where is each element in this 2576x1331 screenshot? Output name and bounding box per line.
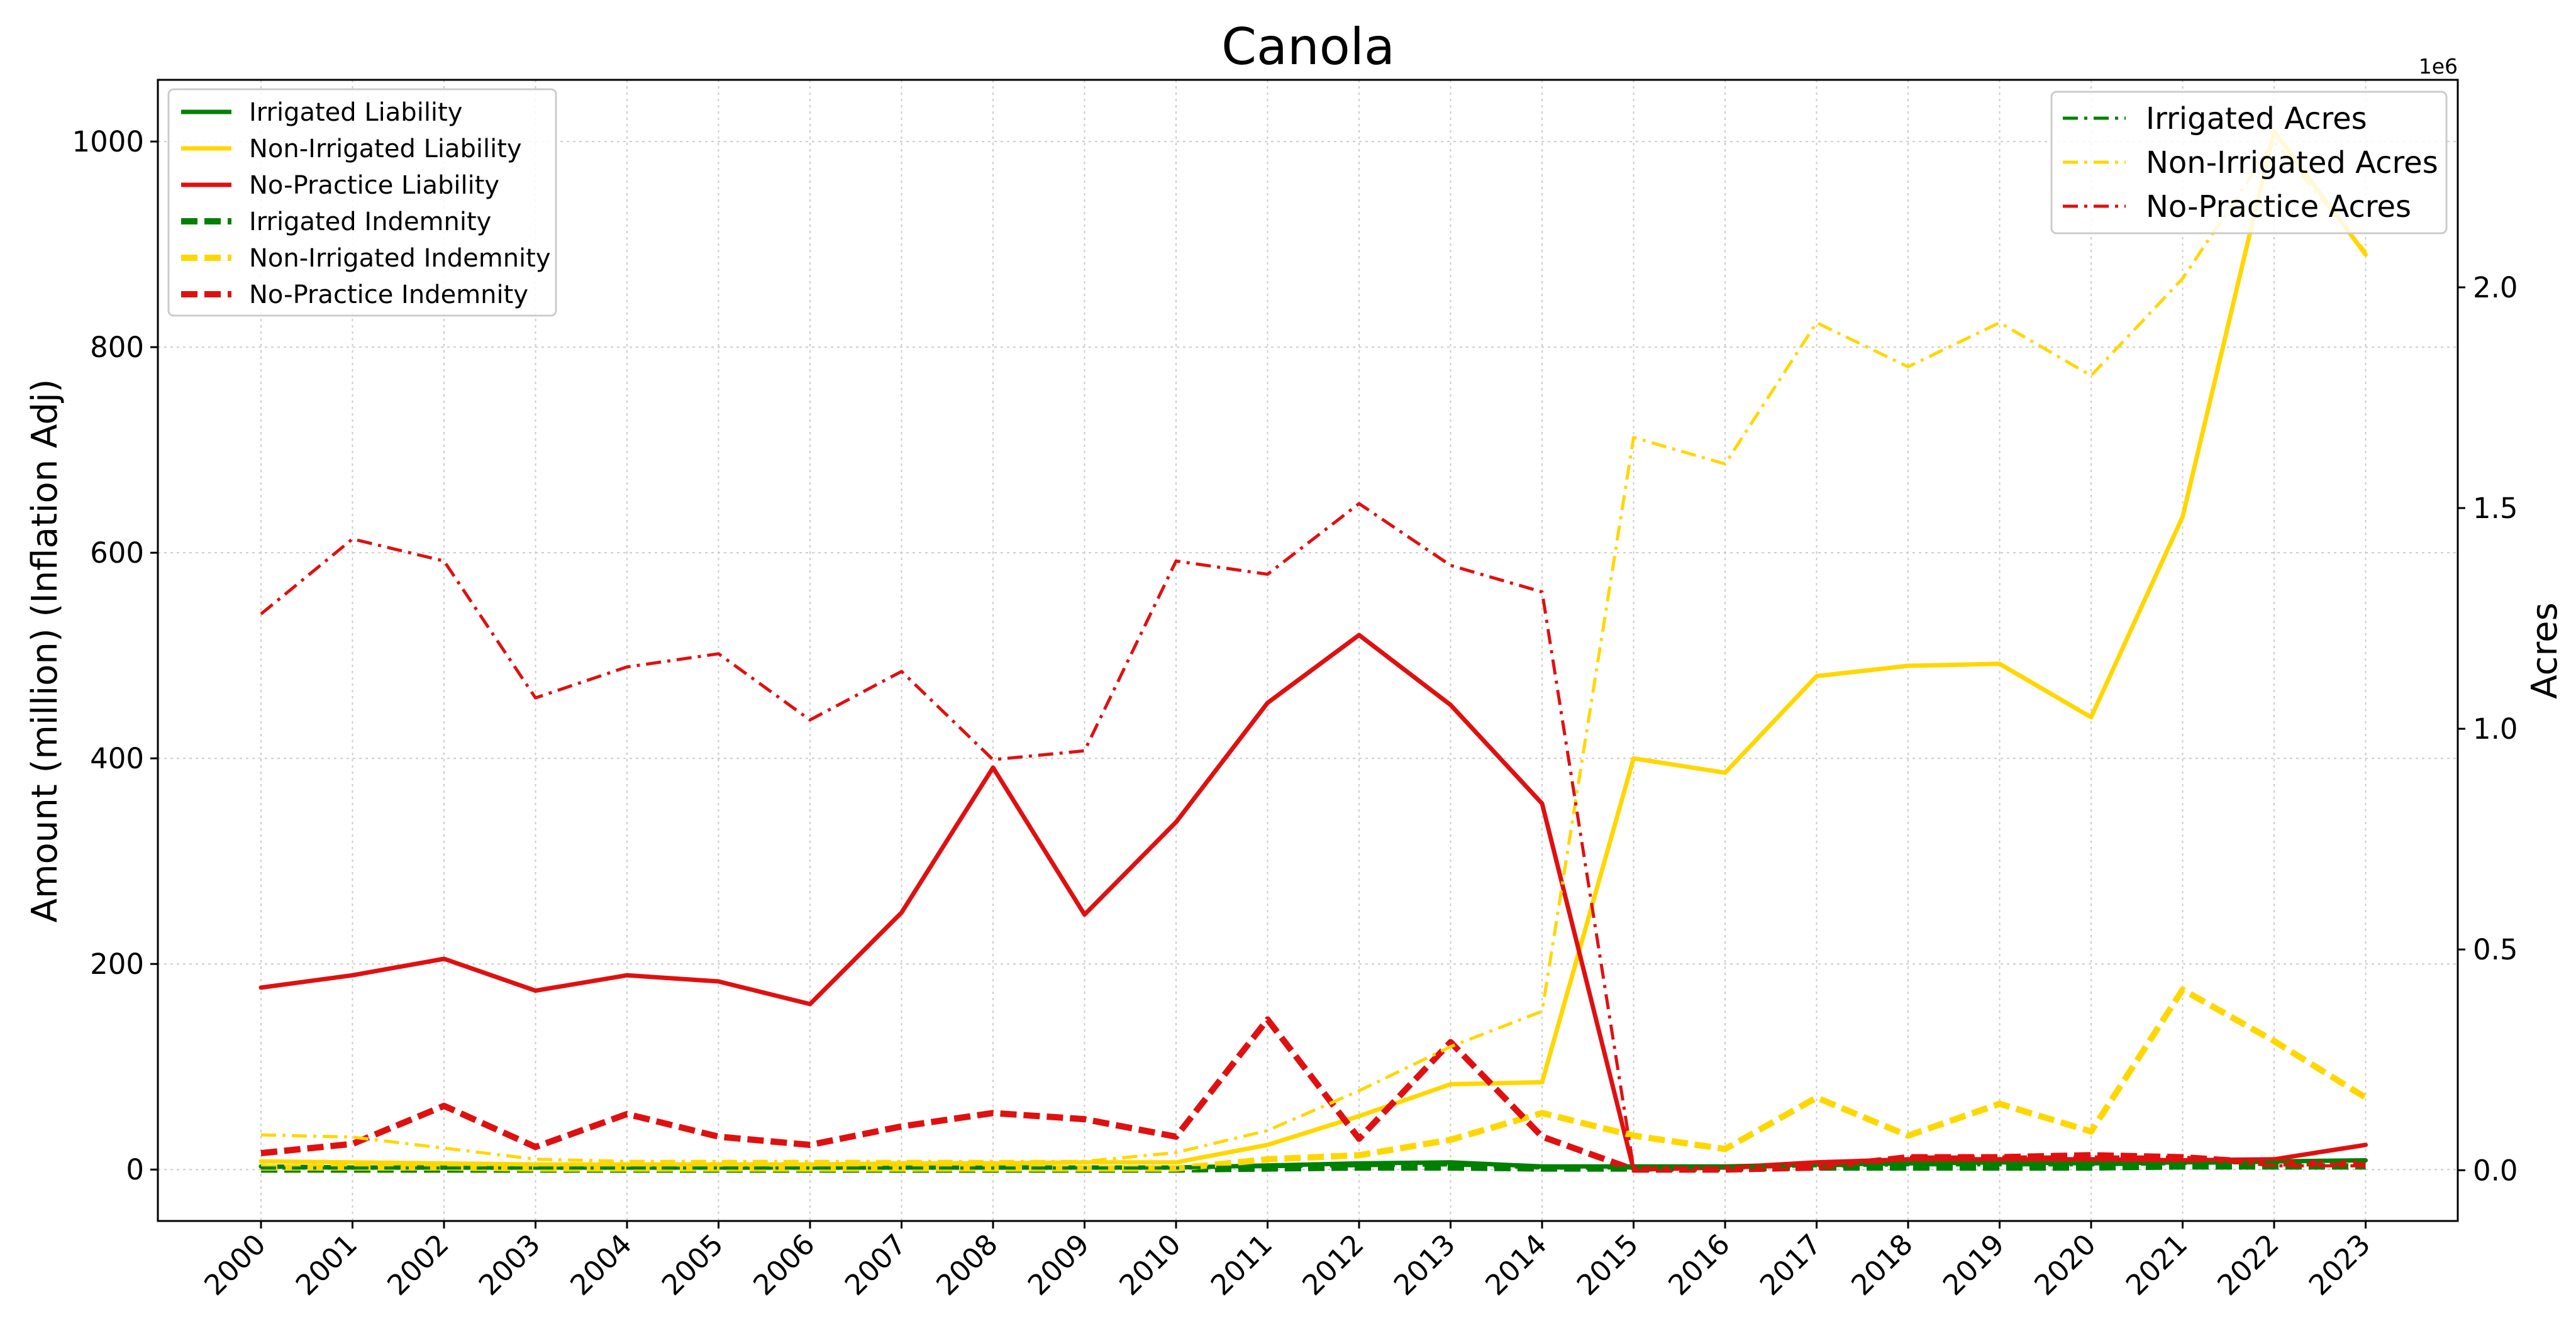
x-tick-label: 2013 [1387,1227,1462,1301]
y-axis-right-label: Acres [2524,602,2565,699]
series-line-irrigated-acres [261,1159,2366,1170]
x-tick-label: 2021 [2119,1227,2194,1301]
y-right-tick-label: 1.0 [2473,712,2518,746]
y-left-tick-label: 200 [90,947,144,981]
x-tick-label: 2011 [1204,1227,1279,1301]
x-tick-label: 2015 [1570,1227,1645,1301]
y-left-tick-label: 0 [126,1153,144,1186]
x-tick-label: 2000 [197,1227,272,1301]
y-right-tick-label: 1.5 [2473,492,2518,525]
y-axis-right-multiplier: 1e6 [2419,54,2458,79]
x-tick-label: 2019 [1936,1227,2011,1301]
legend-left-box [167,88,557,317]
x-tick-label: 2006 [747,1227,821,1301]
x-tick-label: 2007 [838,1227,913,1301]
x-tick-label: 2020 [2028,1227,2102,1301]
x-tick-label: 2023 [2302,1227,2377,1301]
x-tick-label: 2022 [2211,1227,2285,1301]
legend-right: Irrigated Acres Non-Irrigated Acres No-Pra… [2050,91,2448,235]
legend-label: Irrigated Indemnity [249,207,491,236]
series-layer [258,129,2368,1173]
x-tick-label: 2004 [564,1227,638,1301]
y-right-tick-label: 2.0 [2473,271,2518,304]
legend-label: Non-Irrigated Indemnity [249,244,551,273]
legend-label: Non-Irrigated Acres [2146,145,2438,180]
legend-right-box [2050,91,2448,235]
chart-title: Canola [1221,18,1395,76]
y-left-tick-label: 600 [90,536,144,570]
x-tick-label: 2018 [1845,1227,1919,1301]
legend-label: Irrigated Liability [249,98,462,127]
x-tick-label: 2014 [1479,1227,1553,1301]
y-right-tick-label: 0.5 [2473,933,2518,966]
series-line-no-practice-acres [260,502,2366,1170]
y-left-tick-label: 400 [90,742,144,775]
legend-left: Irrigated Liability Non-Irrigated Liabili… [167,88,557,317]
x-tick-label: 2001 [289,1227,364,1301]
series-line-non-irrigated-acres [260,140,2367,1163]
y-right-tick-label: 0.0 [2473,1154,2518,1187]
x-tick-label: 2005 [655,1227,730,1301]
legend-label: No-Practice Liability [249,171,499,200]
y-axis-left-label: Amount (million) (Inflation Adj) [25,379,65,923]
x-tick-label: 2016 [1662,1227,1736,1301]
series-line-no-practice-indemnity [260,1016,2366,1173]
x-tick-label: 2009 [1021,1227,1096,1301]
x-tick-label: 2008 [930,1227,1004,1301]
x-tick-label: 2012 [1296,1227,1370,1301]
legend-label: No-Practice Indemnity [249,280,528,309]
series-line-no-practice-liability [258,632,2368,1172]
legend-label: Irrigated Acres [2146,101,2367,136]
y-left-tick-label: 800 [90,331,144,364]
legend-label: No-Practice Acres [2146,189,2411,224]
x-tick-label: 2017 [1753,1227,1828,1301]
x-tick-label: 2002 [380,1227,455,1301]
plot-frame [157,79,2459,1222]
legend-label: Non-Irrigated Liability [249,135,522,163]
x-tick-label: 2010 [1113,1227,1187,1301]
series-line-non-irrigated-liability [258,129,2368,1167]
grid-layer [158,80,2458,1221]
y-left-tick-label: 1000 [72,125,144,158]
x-tick-label: 2003 [472,1227,547,1301]
